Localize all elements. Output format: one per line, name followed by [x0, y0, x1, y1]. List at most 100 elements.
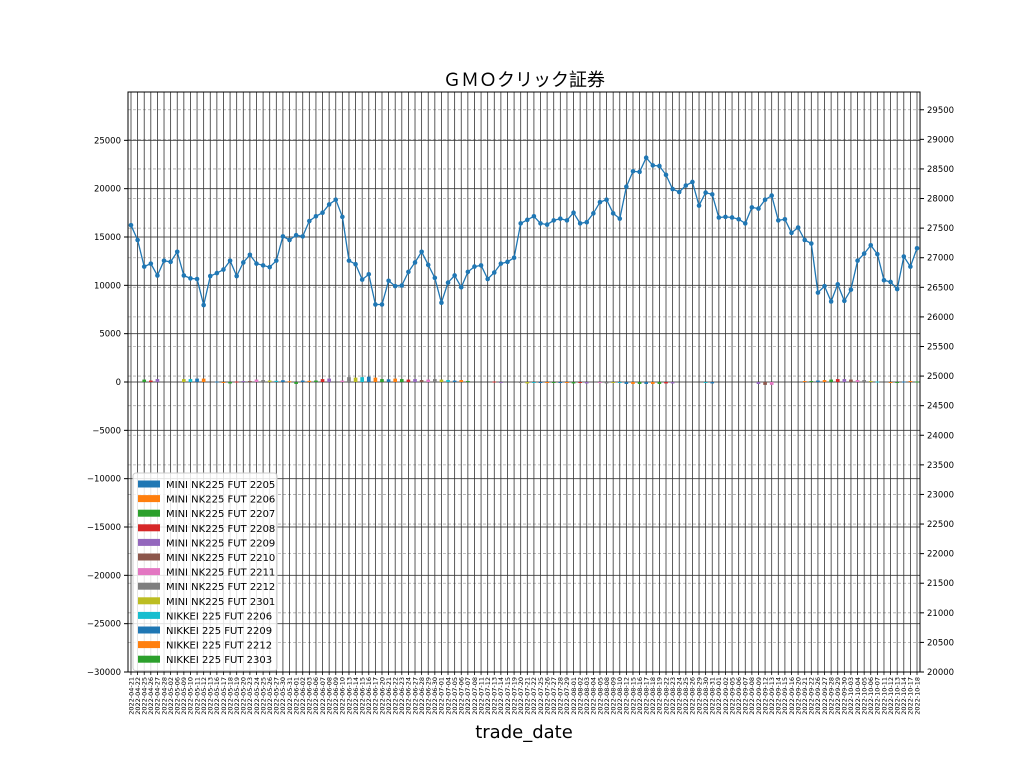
x-tick-label: 2022-08-17	[642, 677, 650, 715]
x-tick-label: 2022-07-28	[557, 677, 565, 715]
bar	[155, 379, 160, 382]
line-point	[676, 189, 682, 195]
x-tick-label: 2022-08-10	[616, 677, 624, 715]
line-point	[756, 206, 761, 211]
x-tick-label: 2022-05-13	[207, 677, 215, 715]
x-tick-label: 2022-05-20	[240, 677, 248, 715]
line-point	[789, 230, 794, 236]
line-point	[201, 302, 206, 308]
x-tick-label: 2022-09-05	[728, 677, 736, 715]
legend-swatch	[138, 568, 160, 576]
left-tick-label: −15000	[87, 523, 121, 533]
line-point	[749, 205, 755, 210]
line-point	[835, 282, 841, 287]
line-point	[894, 286, 900, 292]
bar	[809, 381, 814, 383]
line-point	[815, 290, 821, 295]
x-tick-label: 2022-08-01	[570, 677, 578, 715]
line-point	[683, 183, 689, 188]
bar	[545, 382, 549, 383]
x-tick-label: 2022-09-14	[775, 677, 783, 715]
line-point	[366, 271, 372, 277]
line-point	[326, 202, 332, 207]
line-point	[558, 216, 563, 221]
legend-swatch	[138, 626, 160, 634]
bar	[281, 380, 285, 382]
line-point	[591, 211, 596, 216]
x-tick-label: 2022-08-29	[695, 677, 703, 715]
line-point	[531, 213, 537, 219]
x-tick-label: 2022-09-01	[715, 677, 723, 715]
bar	[452, 380, 457, 382]
bar	[294, 382, 298, 384]
left-tick-label: −10000	[87, 475, 121, 485]
bar	[644, 382, 649, 384]
legend-label: MINI NK225 FUT 2206	[166, 495, 275, 506]
right-tick-label: 24000	[927, 431, 954, 441]
x-tick-label: 2022-09-07	[742, 677, 750, 715]
bar	[215, 381, 219, 383]
bar	[360, 377, 364, 382]
right-tick-label: 21500	[927, 579, 954, 589]
left-tick-label: 25000	[94, 136, 121, 146]
x-tick-label: 2022-06-09	[332, 677, 340, 715]
bar	[829, 379, 833, 382]
bar	[703, 382, 708, 383]
line-point	[392, 283, 398, 289]
x-tick-label: 2022-06-02	[299, 677, 307, 715]
line-point	[227, 258, 233, 263]
line-point	[267, 264, 273, 270]
line-point	[709, 192, 715, 197]
bar	[598, 382, 602, 383]
right-tick-label: 25500	[927, 342, 954, 352]
bar	[439, 379, 444, 382]
right-tick-label: 26500	[927, 283, 954, 293]
right-tick-label: 27000	[927, 254, 954, 264]
x-tick-label: 2022-05-24	[253, 677, 261, 715]
bar	[188, 379, 193, 382]
bar	[875, 381, 880, 383]
x-tick-label: 2022-04-22	[134, 677, 142, 715]
x-tick-label: 2022-07-08	[471, 677, 479, 715]
x-tick-label: 2022-07-05	[451, 677, 459, 715]
line-point	[630, 169, 636, 174]
x-tick-label: 2022-05-31	[286, 677, 294, 715]
x-tick-label: 2022-05-23	[246, 677, 254, 715]
bar	[584, 382, 589, 384]
bar	[802, 381, 807, 383]
x-tick-label: 2022-08-08	[603, 677, 611, 715]
x-tick-label: 2022-10-18	[913, 677, 921, 715]
x-tick-label: 2022-06-29	[425, 677, 433, 715]
legend-swatch	[138, 524, 160, 532]
right-tick-label: 22500	[927, 520, 954, 530]
x-tick-label: 2022-08-26	[689, 677, 697, 715]
x-tick-label: 2022-06-27	[411, 677, 419, 715]
bar	[822, 380, 827, 382]
line-point	[247, 252, 253, 258]
x-tick-label: 2022-07-26	[543, 677, 551, 715]
line-point	[346, 258, 352, 263]
bar	[327, 378, 331, 382]
x-tick-label: 2022-09-16	[788, 677, 796, 715]
right-tick-label: 22000	[927, 550, 954, 560]
line-point	[511, 255, 517, 261]
right-tick-label: 28000	[927, 195, 954, 205]
line-point	[472, 264, 477, 269]
right-tick-label: 25000	[927, 372, 954, 382]
left-tick-label: 15000	[94, 233, 121, 243]
line-point	[221, 267, 226, 272]
line-point	[564, 218, 570, 223]
x-tick-label: 2022-09-13	[768, 677, 776, 715]
bar	[347, 377, 351, 382]
bar	[466, 381, 470, 383]
line-point	[161, 258, 167, 263]
bar	[901, 381, 906, 383]
x-tick-label: 2022-07-07	[464, 677, 472, 715]
line-point	[663, 172, 669, 178]
x-tick-label: 2022-05-30	[279, 677, 287, 715]
line-point	[690, 179, 695, 185]
bar	[518, 382, 523, 383]
x-tick-label: 2022-10-11	[880, 677, 888, 715]
line-point	[485, 276, 490, 282]
